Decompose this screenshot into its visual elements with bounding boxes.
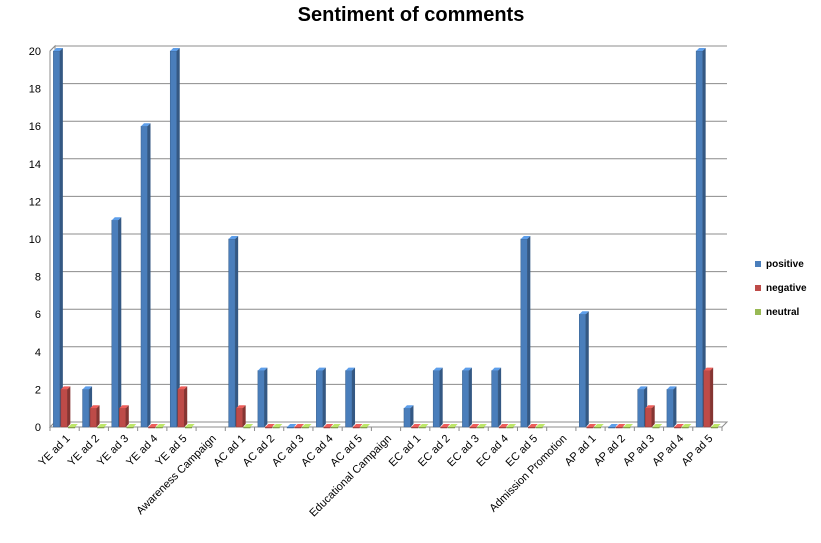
x-tick-label: YE ad 3 <box>95 433 131 469</box>
bar-negative <box>586 424 597 429</box>
bar-negative <box>294 424 305 429</box>
bar-positive <box>228 236 239 428</box>
y-tick-label: 4 <box>35 347 41 359</box>
bar-neutral <box>710 424 721 429</box>
bar-positive <box>608 424 618 429</box>
y-tick-label: 8 <box>35 272 41 284</box>
legend-item-neutral: neutral <box>755 307 800 318</box>
bar-neutral <box>155 424 166 429</box>
gridlines <box>49 45 727 428</box>
bar-neutral <box>272 424 283 429</box>
bar-negative <box>469 424 480 429</box>
y-tick-label: 14 <box>29 159 41 171</box>
bar-negative <box>89 405 100 428</box>
bar-negative <box>498 424 509 429</box>
y-tick-label: 12 <box>29 196 41 208</box>
y-tick-label: 20 <box>29 46 41 58</box>
bar-neutral <box>447 424 458 429</box>
bar-neutral <box>623 424 633 429</box>
bar-positive <box>491 367 502 428</box>
x-tick-label: AP ad 4 <box>650 433 686 469</box>
legend-swatch <box>755 261 761 267</box>
legend-swatch <box>755 309 761 315</box>
bar-positive <box>462 367 472 428</box>
legend: positive negative neutral <box>755 259 807 318</box>
x-tick-label: YE ad 1 <box>37 433 73 469</box>
bar-negative <box>323 424 334 429</box>
bar-positive <box>257 367 268 428</box>
y-tick-label: 18 <box>29 84 41 96</box>
bar-neutral <box>594 424 604 429</box>
bar-negative <box>177 386 188 428</box>
bar-neutral <box>331 424 341 429</box>
bar-positive <box>53 48 63 428</box>
x-tick-label: AP ad 5 <box>679 433 715 469</box>
bar-negative <box>60 386 71 428</box>
bar-neutral <box>68 424 78 429</box>
bar-positive <box>345 367 356 428</box>
bar-negative <box>265 424 275 429</box>
y-tick-label: 10 <box>29 234 41 246</box>
bar-neutral <box>243 424 254 429</box>
legend-swatch <box>755 285 761 291</box>
bar-positive <box>666 386 677 428</box>
bar-neutral <box>418 424 429 429</box>
bar-positive <box>579 311 589 428</box>
y-tick-labels: 0 2 4 6 8 10 12 14 16 18 20 <box>29 46 41 434</box>
x-tick-label: AP ad 1 <box>563 433 599 469</box>
bar-negative <box>235 405 246 428</box>
bar-negative <box>411 424 421 429</box>
x-tick-label: YE ad 4 <box>124 433 160 469</box>
legend-label: positive <box>766 259 804 270</box>
x-tick-label: YE ad 2 <box>66 433 102 469</box>
legend-label: negative <box>766 283 807 294</box>
bar-neutral <box>184 424 195 429</box>
bar-neutral <box>506 424 517 429</box>
bar-positive <box>169 48 180 428</box>
legend-item-negative: negative <box>755 283 807 294</box>
bar-negative <box>674 424 684 429</box>
y-tick-label: 6 <box>35 309 41 321</box>
bar-positive <box>316 367 326 428</box>
bar-negative <box>615 424 626 429</box>
bar-neutral <box>301 424 312 429</box>
bar-negative <box>644 405 655 428</box>
bar-neutral <box>97 424 108 429</box>
bar-negative <box>352 424 363 429</box>
bar-neutral <box>535 424 546 429</box>
x-tick-labels: YE ad 1YE ad 2YE ad 3YE ad 4YE ad 5Aware… <box>37 433 716 520</box>
bar-negative <box>440 424 451 429</box>
bar-neutral <box>477 424 487 429</box>
bar-negative <box>528 424 538 429</box>
bar-neutral <box>681 424 692 429</box>
bar-neutral <box>360 424 371 429</box>
bar-positive <box>286 424 297 429</box>
bar-positive <box>432 367 443 428</box>
x-tick-label: AP ad 2 <box>592 433 628 469</box>
y-tick-label: 2 <box>35 384 41 396</box>
bar-neutral <box>652 424 663 429</box>
bar-positive <box>111 217 122 428</box>
bar-positive <box>403 405 414 428</box>
bar-positive <box>520 236 531 428</box>
bars <box>53 48 721 429</box>
bar-positive <box>695 48 706 428</box>
chart-title: Sentiment of comments <box>298 4 525 26</box>
y-tick-label: 0 <box>35 422 41 434</box>
bar-negative <box>148 424 159 429</box>
x-tick-label: AP ad 3 <box>621 433 657 469</box>
bar-positive <box>140 123 151 428</box>
legend-label: neutral <box>766 307 800 318</box>
bar-negative <box>703 367 714 428</box>
legend-item-positive: positive <box>755 259 804 270</box>
y-tick-label: 16 <box>29 121 41 133</box>
bar-negative <box>119 405 129 428</box>
bar-neutral <box>126 424 137 429</box>
